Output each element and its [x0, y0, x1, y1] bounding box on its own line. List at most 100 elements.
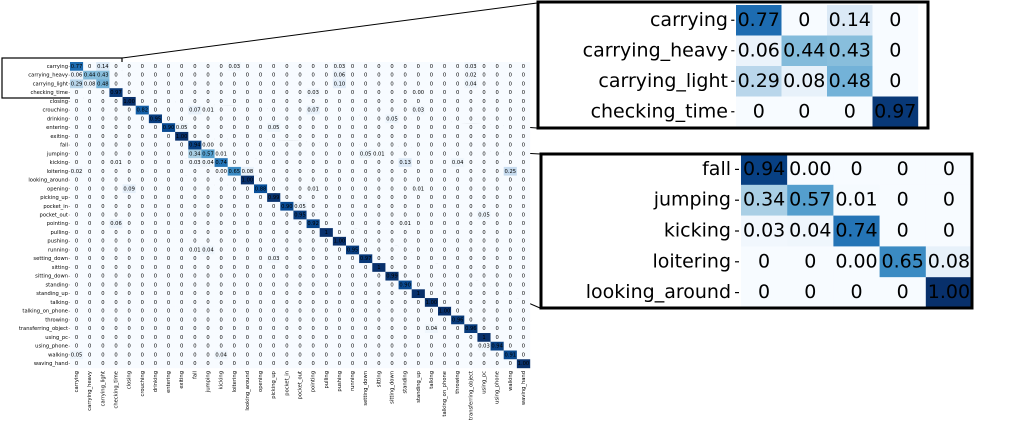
- cell-label: 0: [495, 108, 498, 114]
- heatmap-cell: [359, 70, 373, 80]
- heatmap-cell: [451, 62, 465, 71]
- row-label: opening: [47, 186, 68, 192]
- cell-label: 0: [522, 221, 525, 227]
- heatmap-cell: [109, 105, 123, 115]
- heatmap-cell: [385, 280, 399, 290]
- cell-label: 0: [101, 352, 104, 358]
- heatmap-cell: [451, 184, 465, 194]
- heatmap-cell: [227, 123, 242, 133]
- heatmap-cell: [280, 289, 294, 299]
- cell-label: 0: [114, 230, 117, 236]
- heatmap-cell: [83, 236, 97, 246]
- heatmap-cell: [214, 114, 228, 124]
- heatmap-cell: [175, 350, 189, 360]
- heatmap-cell: [240, 114, 255, 124]
- cell-label: 0: [193, 239, 196, 245]
- heatmap-cell: [214, 131, 228, 141]
- cell-label: 0: [154, 108, 157, 114]
- cell-label: 0: [219, 64, 222, 70]
- heatmap-cell: [254, 114, 268, 124]
- cell-label: 0: [482, 178, 485, 184]
- heatmap-cell: [267, 88, 281, 98]
- cell-label: 0: [469, 99, 472, 105]
- cell-label: 0: [403, 143, 406, 149]
- cell-label: 0: [443, 291, 446, 297]
- heatmap-cell: [135, 210, 150, 220]
- cell-label: 0: [443, 213, 446, 219]
- heatmap-cell: [464, 149, 478, 159]
- cell-label: 0.43: [829, 39, 871, 61]
- cell-label: 0: [180, 178, 183, 184]
- heatmap-cell: [96, 175, 110, 185]
- heatmap-cell: [424, 70, 439, 80]
- cell-label: 0: [298, 282, 301, 288]
- cell-label: 0: [154, 335, 157, 341]
- heatmap-cell: [346, 298, 360, 307]
- heatmap-cell: [148, 140, 163, 150]
- cell-label: 0: [101, 239, 104, 245]
- heatmap-cell: [122, 184, 136, 194]
- cell-label: 0: [75, 300, 78, 306]
- cell-label: 0: [443, 169, 446, 175]
- heatmap-cell: [240, 263, 255, 273]
- cell-label: 0: [495, 195, 498, 201]
- heatmap-cell: [319, 70, 334, 80]
- cell-label: 0: [351, 265, 354, 271]
- heatmap-cell: [240, 289, 255, 299]
- heatmap-cell: [411, 306, 426, 316]
- heatmap-cell: [293, 96, 307, 106]
- heatmap-cell: [148, 62, 163, 71]
- heatmap-cell: [267, 228, 281, 238]
- cell-label: 0: [167, 221, 170, 227]
- heatmap-cell: [464, 88, 478, 98]
- heatmap-cell: [503, 341, 518, 351]
- cell-label: 0: [219, 361, 222, 367]
- cell-label: 0: [272, 213, 275, 219]
- cell-label: 0: [509, 344, 512, 350]
- cell-label: 0: [430, 309, 433, 315]
- cell-label: 0: [417, 99, 420, 105]
- heatmap-cell: [477, 271, 491, 281]
- row-label: picking_up: [40, 195, 68, 201]
- cell-label: 0.04: [202, 247, 214, 253]
- cell-label: 0: [495, 125, 498, 131]
- heatmap-cell: [516, 88, 531, 98]
- cell-label: 0: [259, 151, 262, 157]
- heatmap-cell: [827, 5, 873, 36]
- cell-label: 0: [417, 300, 420, 306]
- row-label: carrying: [47, 64, 68, 70]
- cell-label: 0: [259, 204, 262, 210]
- heatmap-cell: [109, 96, 123, 106]
- heatmap-cell: [490, 140, 504, 150]
- row-label: pocket_in: [43, 204, 68, 210]
- cell-label: 0: [456, 352, 459, 358]
- heatmap-cell: [490, 306, 504, 316]
- heatmap-cell: [70, 271, 84, 281]
- cell-label: 0: [141, 256, 144, 262]
- cell-label: 0: [206, 116, 209, 122]
- heatmap-cell: [411, 158, 426, 168]
- cell-label: 0: [522, 116, 525, 122]
- cell-label: 0.01: [413, 186, 425, 192]
- cell-label: 0: [88, 239, 91, 245]
- heatmap-cell: [267, 79, 281, 89]
- cell-label: 0: [403, 335, 406, 341]
- cell-label: 0: [298, 317, 301, 323]
- heatmap-cell: [109, 184, 123, 194]
- heatmap-cell: [293, 341, 307, 351]
- cell-label: 0: [509, 81, 512, 87]
- heatmap-cell: [411, 131, 426, 141]
- heatmap-cell: [359, 210, 373, 220]
- cell-label: 0: [364, 291, 367, 297]
- cell-label: 0: [456, 134, 459, 140]
- row-label: checking_time: [591, 100, 728, 122]
- heatmap-cell: [254, 62, 268, 71]
- heatmap-cell: [175, 193, 189, 203]
- cell-label: 0: [325, 195, 328, 201]
- heatmap-cell: [925, 246, 973, 278]
- cell-label: 0: [101, 99, 104, 105]
- heatmap-cell: [346, 315, 360, 325]
- cell-label: 0: [101, 160, 104, 166]
- cell-label: 0: [390, 213, 393, 219]
- heatmap-cell: [464, 210, 478, 220]
